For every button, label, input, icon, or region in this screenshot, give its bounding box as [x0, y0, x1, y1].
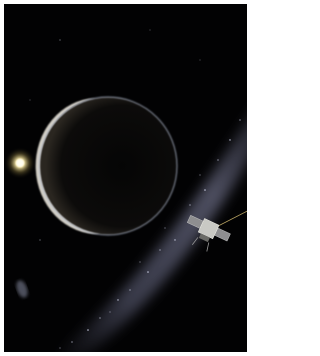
sun-core	[16, 159, 24, 167]
space-scene	[0, 0, 251, 356]
scene	[4, 4, 251, 356]
page	[0, 0, 320, 356]
